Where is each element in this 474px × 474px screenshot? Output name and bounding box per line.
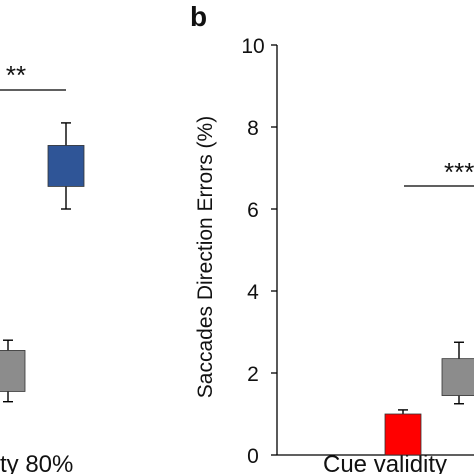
- panel-b-y-tick-label: 6: [247, 199, 259, 222]
- bar: [0, 350, 26, 392]
- panel-b-x-axis-label: Cue validity: [323, 451, 447, 474]
- bar: [47, 145, 85, 187]
- panel-b-y-tick-label: 4: [247, 281, 259, 304]
- panel-b-y-axis-label: Saccades Direction Errors (%): [194, 116, 217, 398]
- panel-a: ** ty 80%: [0, 60, 73, 474]
- bar: [441, 358, 474, 396]
- panel-b-y-ticks: 0 2 4 6 8 10: [241, 35, 277, 468]
- panel-b: b Saccades Direction Errors (%) 0246810 …: [190, 1, 474, 474]
- panel-b-significance-stars: ***: [444, 157, 474, 187]
- panel-b-y-tick-label: 8: [247, 117, 259, 140]
- panel-b-y-tick-label: 10: [241, 35, 264, 58]
- bars: [0, 122, 474, 456]
- panel-b-y-tick-label: 2: [247, 363, 259, 386]
- panel-a-x-axis-label: ty 80%: [0, 451, 73, 474]
- panel-b-label: b: [190, 1, 207, 32]
- bar: [384, 413, 422, 456]
- panel-a-significance-stars: **: [6, 60, 26, 90]
- panel-b-y-tick-label: 0: [247, 445, 259, 468]
